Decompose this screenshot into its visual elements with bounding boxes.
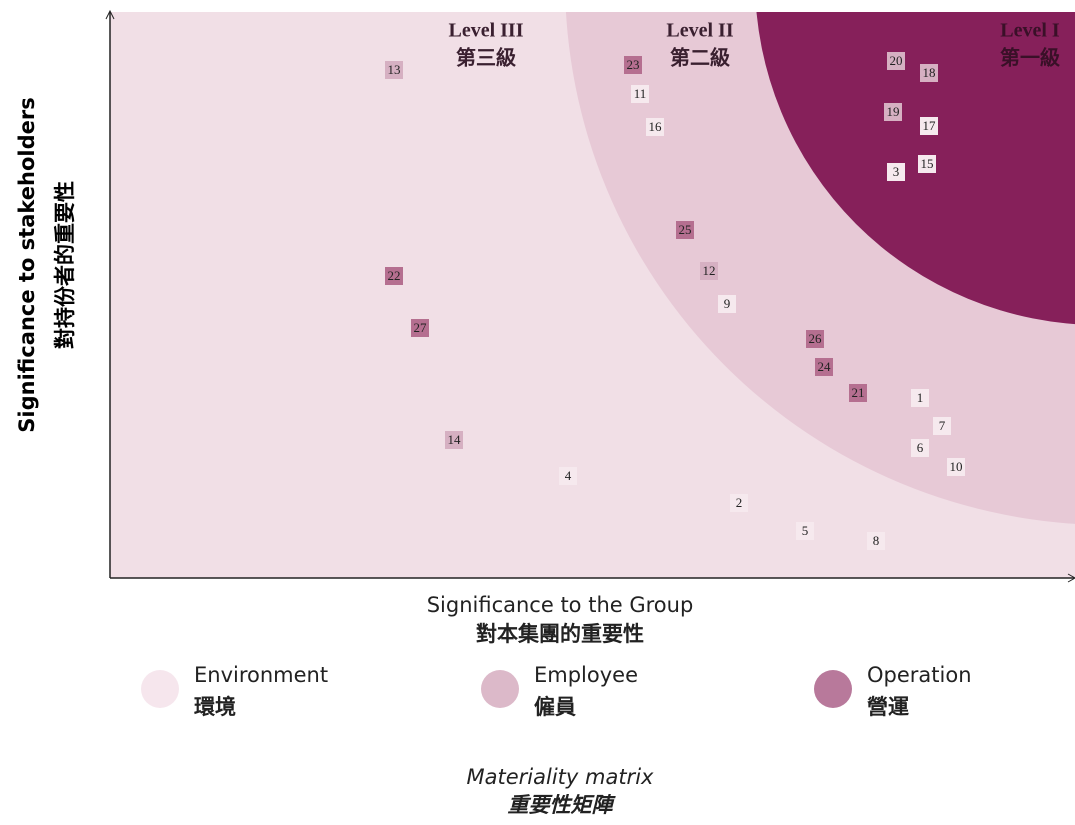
item-box xyxy=(911,389,929,407)
item-label: 27 xyxy=(414,320,428,335)
item-box xyxy=(411,319,429,337)
item-label: 14 xyxy=(448,432,462,447)
item-box xyxy=(730,494,748,512)
y-label-zh: 對持份者的重要性 xyxy=(53,181,77,349)
item-label: 23 xyxy=(627,57,640,72)
item-label: 8 xyxy=(873,533,880,548)
legend-label-zh: 營運 xyxy=(867,695,909,719)
item-box xyxy=(933,417,951,435)
item-box xyxy=(815,358,833,376)
item-box xyxy=(849,384,867,402)
item-box xyxy=(796,522,814,540)
item-box xyxy=(884,103,902,121)
item-box xyxy=(887,163,905,181)
item-box xyxy=(646,118,664,136)
legend-swatch xyxy=(481,670,519,708)
item-label: 18 xyxy=(923,65,936,80)
item-box xyxy=(867,532,885,550)
item-label: 3 xyxy=(893,164,900,179)
item-label: 9 xyxy=(724,296,731,311)
item-box xyxy=(918,155,936,173)
item-box xyxy=(920,117,938,135)
item-label: 13 xyxy=(388,62,401,77)
item-box xyxy=(887,52,905,70)
item-box xyxy=(385,267,403,285)
item-label: 16 xyxy=(649,119,663,134)
item-label: 4 xyxy=(565,468,572,483)
item-box xyxy=(947,458,965,476)
level-label-zh: 第二級 xyxy=(670,46,730,70)
item-label: 19 xyxy=(887,104,900,119)
legend-label: Operation xyxy=(867,663,972,687)
item-box xyxy=(676,221,694,239)
item-label: 1 xyxy=(917,390,924,405)
level-label-zh: 第一級 xyxy=(1000,46,1060,70)
item-label: 17 xyxy=(923,118,937,133)
item-label: 20 xyxy=(890,53,903,68)
level-label: Level III xyxy=(449,20,524,42)
item-label: 12 xyxy=(703,263,716,278)
item-label: 22 xyxy=(388,268,401,283)
item-label: 24 xyxy=(818,359,832,374)
item-label: 7 xyxy=(939,418,946,433)
item-label: 26 xyxy=(809,331,823,346)
item-box xyxy=(445,431,463,449)
legend-swatch xyxy=(814,670,852,708)
y-arrow xyxy=(105,9,115,20)
item-box xyxy=(385,61,403,79)
legend-label-zh: 僱員 xyxy=(534,695,576,719)
item-box xyxy=(559,467,577,485)
item-label: 15 xyxy=(921,156,934,171)
item-box xyxy=(718,295,736,313)
x-arrow xyxy=(1067,573,1075,583)
item-label: 2 xyxy=(736,495,743,510)
caption-en: Materiality matrix xyxy=(467,765,655,789)
y-label-en: Significance to stakeholders xyxy=(15,97,39,432)
item-label: 21 xyxy=(852,385,865,400)
level-label: Level II xyxy=(666,20,733,42)
item-label: 10 xyxy=(950,459,963,474)
caption-zh: 重要性矩陣 xyxy=(508,793,617,817)
item-box xyxy=(920,64,938,82)
item-label: 25 xyxy=(679,222,692,237)
legend-label: Environment xyxy=(194,663,328,687)
item-box xyxy=(624,56,642,74)
legend-swatch xyxy=(141,670,179,708)
y-label: Significance to stakeholders 對持份者的重要性 xyxy=(15,97,77,432)
item-label: 5 xyxy=(802,523,809,538)
level-label-zh: 第三級 xyxy=(456,46,516,70)
legend-label: Employee xyxy=(534,663,638,687)
item-box xyxy=(911,439,929,457)
item-box xyxy=(631,85,649,103)
item-label: 11 xyxy=(634,86,647,101)
level-label: Level I xyxy=(1000,20,1060,42)
item-box xyxy=(806,330,824,348)
x-label-zh: 對本集團的重要性 xyxy=(476,622,644,646)
x-label-en: Significance to the Group xyxy=(427,593,694,617)
level-one-zone xyxy=(756,12,1075,325)
item-box xyxy=(700,262,718,280)
item-label: 6 xyxy=(917,440,924,455)
legend-label-zh: 環境 xyxy=(194,695,236,719)
